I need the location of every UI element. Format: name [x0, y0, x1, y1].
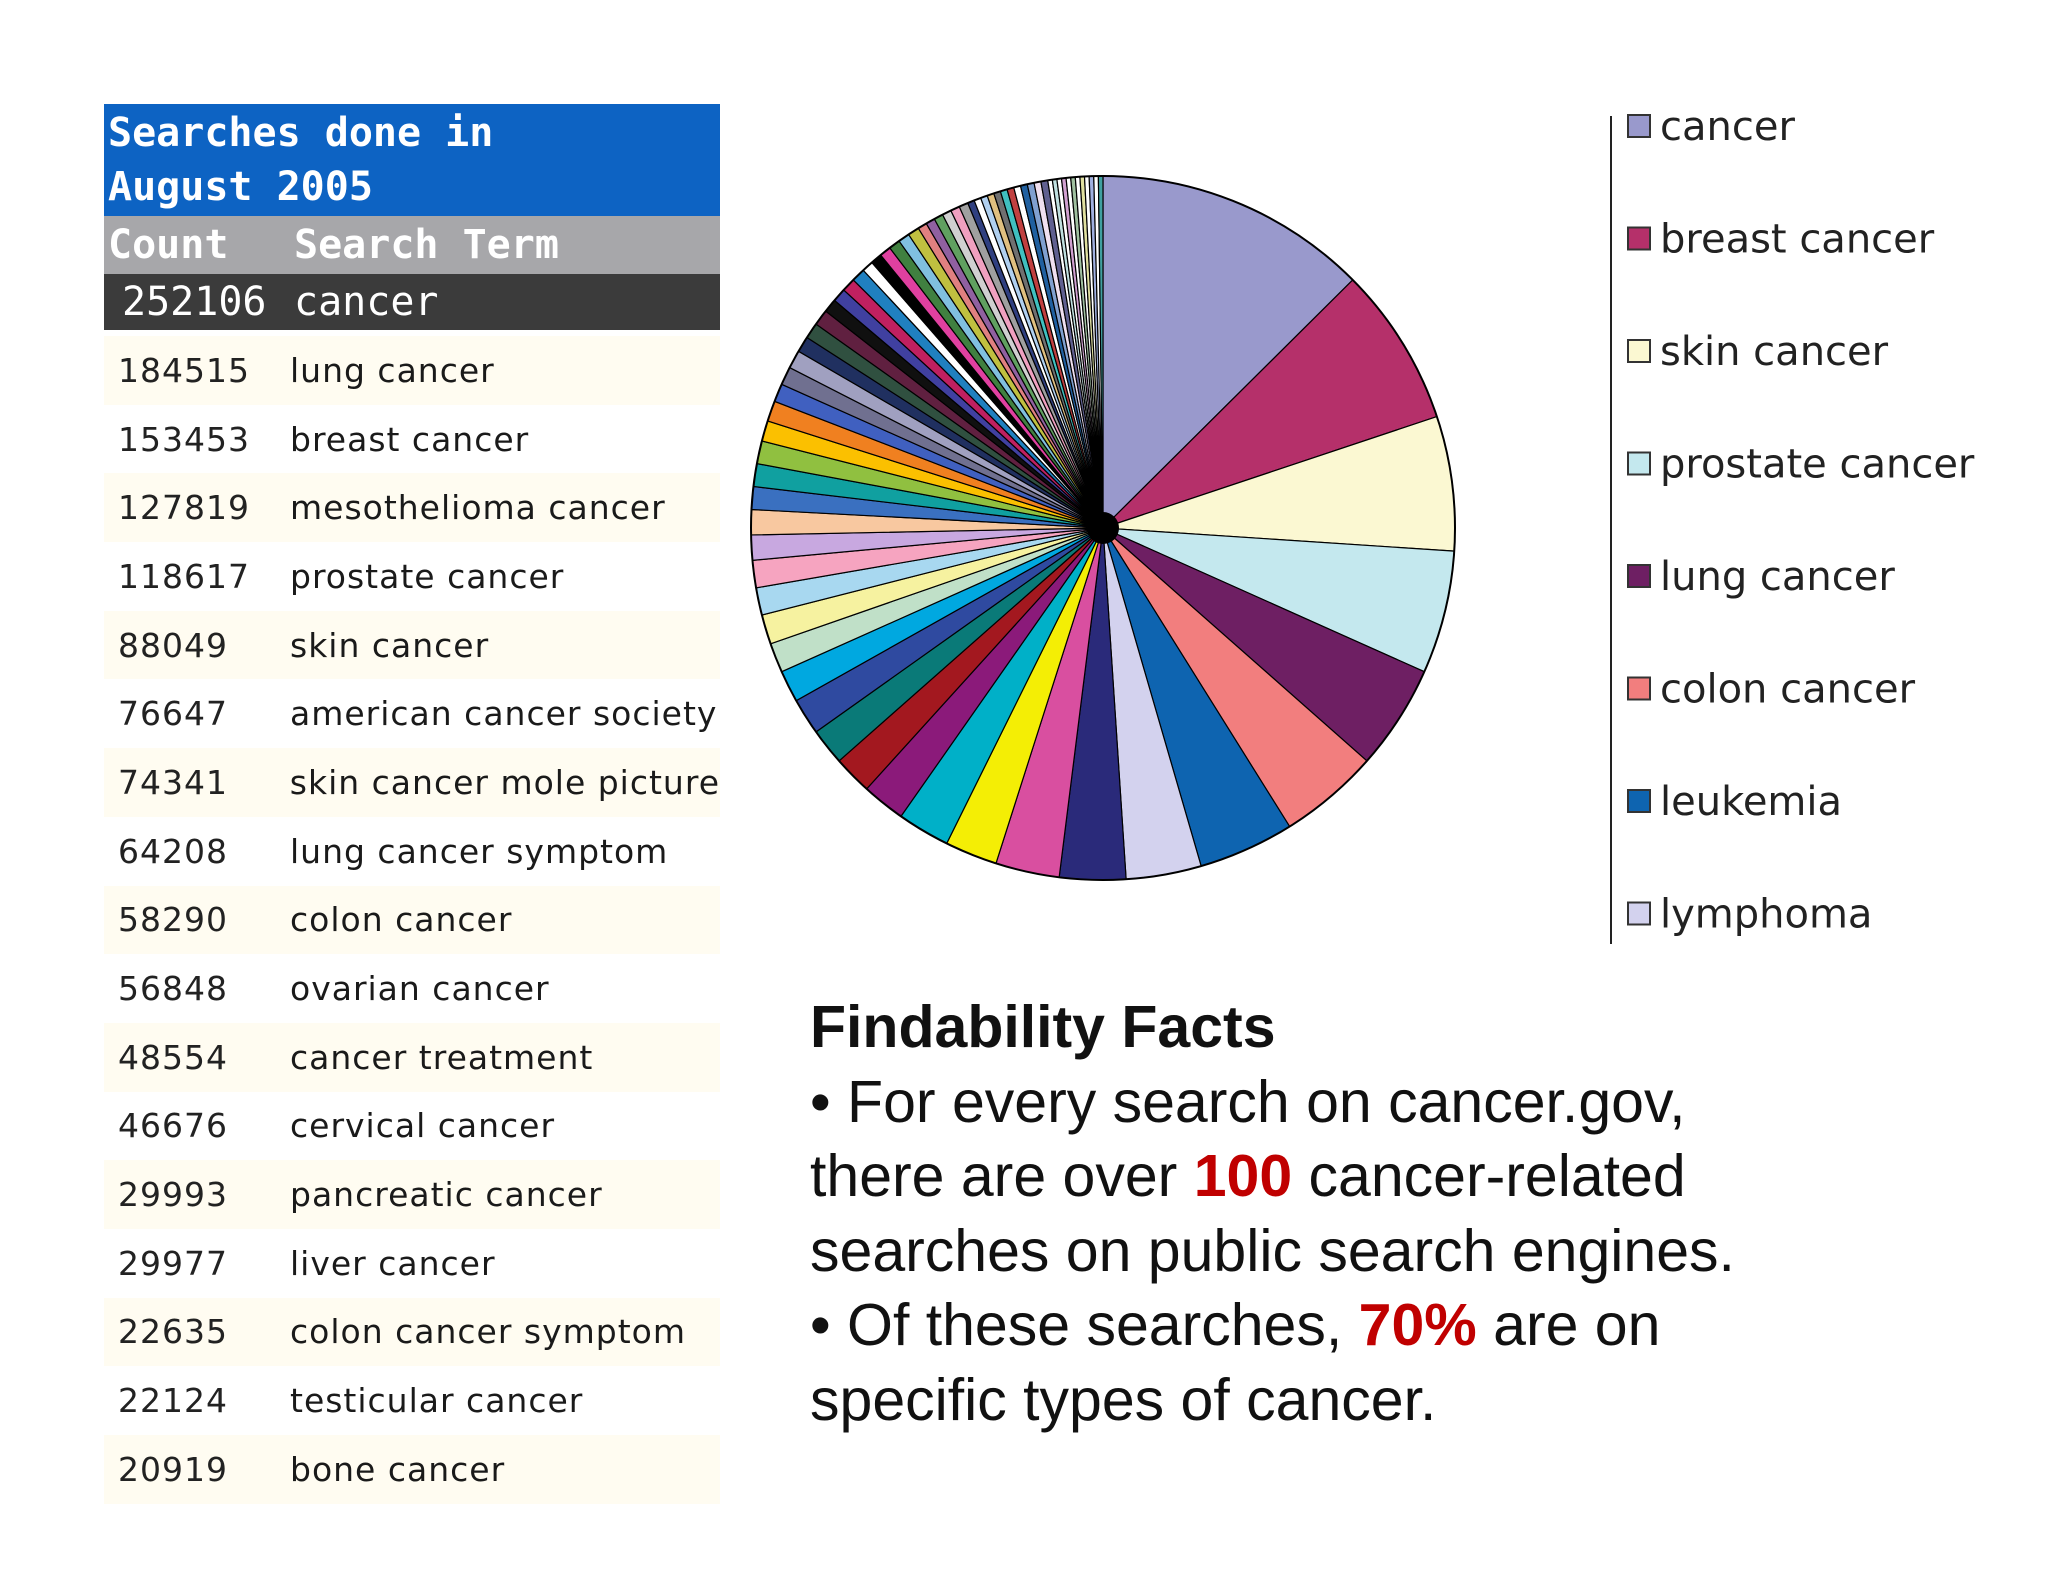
legend-swatch	[1627, 339, 1651, 363]
row-count: 29977	[118, 1243, 228, 1283]
facts-highlight-70-percent: 70%	[1358, 1292, 1477, 1358]
legend-label: cancer	[1660, 104, 1795, 150]
row-search-term: ovarian cancer	[290, 969, 550, 1009]
legend-label: prostate cancer	[1660, 442, 1975, 488]
row-search-term: breast cancer	[290, 419, 530, 459]
row-search-term: prostate cancer	[290, 556, 565, 596]
row-search-term: bone cancer	[290, 1449, 506, 1489]
row-count: 22124	[118, 1381, 228, 1421]
row-search-term: colon cancer symptom	[290, 1312, 686, 1352]
legend-swatch	[1627, 114, 1651, 138]
legend-swatch	[1627, 676, 1651, 701]
facts-line-4-pre: • Of these searches,	[810, 1292, 1359, 1358]
pie-outline	[750, 175, 1456, 881]
row-count: 20919	[118, 1449, 228, 1489]
top-row-count: 252106	[122, 279, 267, 325]
table-row: 46676 cervical cancer	[104, 1092, 720, 1161]
row-search-term: pancreatic cancer	[290, 1175, 603, 1215]
table-header: Count Search Term	[104, 216, 720, 274]
table-row: 56848 ovarian cancer	[104, 954, 720, 1023]
table-row: 88049 skin cancer	[104, 610, 720, 680]
header-search-term: Search Term	[294, 222, 559, 268]
facts-line-4-post: are on	[1476, 1292, 1661, 1358]
header-count: Count	[108, 222, 229, 268]
pie-center-hub	[1087, 512, 1119, 544]
legend-label: lung cancer	[1660, 554, 1895, 600]
row-count: 74341	[118, 762, 228, 802]
row-count: 56848	[118, 969, 228, 1009]
row-count: 127819	[118, 488, 250, 528]
row-count: 48554	[118, 1037, 228, 1077]
facts-line-4: • Of these searches, 70% are on	[810, 1288, 2010, 1363]
table-title-line1: Searches done in	[108, 110, 494, 156]
table-row: 29977 liver cancer	[104, 1229, 720, 1298]
findability-facts: Findability Facts • For every search on …	[810, 990, 2010, 1437]
facts-line-1: • For every search on cancer.gov,	[810, 1068, 1686, 1135]
top-row-term: cancer	[294, 279, 439, 325]
legend-swatch	[1627, 564, 1651, 588]
table-row: 20919 bone cancer	[104, 1435, 720, 1504]
row-count: 29993	[118, 1175, 228, 1215]
table-row: 76647 american cancer society	[104, 679, 720, 748]
table-title-line2: August 2005	[108, 164, 373, 210]
row-search-term: skin cancer	[290, 625, 490, 665]
facts-line-2-post: cancer-related	[1292, 1143, 1686, 1209]
row-search-term: cervical cancer	[290, 1106, 556, 1146]
legend-label: colon cancer	[1660, 667, 1916, 713]
legend-swatch	[1627, 901, 1651, 926]
row-count: 76647	[118, 694, 228, 734]
table-row: 127819 mesothelioma cancer	[104, 473, 720, 543]
row-count: 153453	[118, 419, 250, 459]
table-row: 64208 lung cancer symptom	[104, 817, 720, 886]
table-row: 184515 lung cancer	[104, 336, 720, 405]
searches-table: Searches done in August 2005 Count Searc…	[104, 104, 720, 1504]
row-search-term: cancer treatment	[290, 1037, 594, 1077]
row-search-term: liver cancer	[290, 1243, 496, 1283]
facts-line-3: searches on public search engines.	[810, 1217, 1735, 1284]
legend-swatch	[1627, 226, 1651, 251]
facts-line-2: there are over 100 cancer-related	[810, 1139, 2010, 1214]
row-count: 46676	[118, 1106, 228, 1146]
table-row: 22635 colon cancer symptom	[104, 1297, 720, 1367]
table-rows: 184515 lung cancer 153453 breast cancer 1278…	[104, 336, 720, 1504]
table-row: 48554 cancer treatment	[104, 1022, 720, 1092]
table-top-row: 252106 cancer	[104, 274, 720, 330]
row-search-term: skin cancer mole picture	[289, 762, 720, 802]
row-search-term: colon cancer	[290, 900, 513, 940]
legend-swatch	[1627, 789, 1651, 813]
pie-spokes	[750, 175, 1456, 881]
row-search-term: testicular cancer	[290, 1381, 584, 1421]
row-count: 88049	[118, 625, 228, 665]
table-row: 22124 testicular cancer	[104, 1366, 720, 1435]
legend-swatch	[1627, 451, 1651, 476]
legend-label: leukemia	[1660, 779, 1842, 825]
table-row: 74341 skin cancer mole picture	[104, 748, 720, 817]
facts-title: Findability Facts	[810, 994, 1276, 1060]
row-count: 22635	[118, 1312, 228, 1352]
facts-highlight-100: 100	[1193, 1143, 1293, 1209]
legend-label: skin cancer	[1660, 329, 1889, 375]
row-count: 118617	[118, 556, 250, 596]
table-row: 118617 prostate cancer	[104, 542, 720, 611]
table-row: 153453 breast cancer	[104, 405, 720, 474]
row-count: 64208	[118, 831, 228, 871]
row-count: 184515	[118, 350, 250, 390]
row-search-term: lung cancer	[290, 350, 495, 390]
row-count: 58290	[118, 900, 228, 940]
legend-label: lymphoma	[1660, 892, 1872, 938]
row-search-term: mesothelioma cancer	[290, 488, 666, 528]
row-search-term: lung cancer symptom	[290, 831, 669, 871]
table-row: 58290 colon cancer	[104, 885, 720, 955]
legend-label: breast cancer	[1660, 217, 1935, 263]
chart-legend: cancer breast cancer skin cancer prostate c…	[1627, 104, 1975, 938]
table-row: 29993 pancreatic cancer	[104, 1160, 720, 1229]
row-search-term: american cancer society	[290, 694, 718, 734]
table-title: Searches done in August 2005	[104, 104, 720, 216]
facts-line-5: specific types of cancer.	[810, 1366, 1437, 1433]
facts-line-2-pre: there are over	[810, 1143, 1194, 1209]
